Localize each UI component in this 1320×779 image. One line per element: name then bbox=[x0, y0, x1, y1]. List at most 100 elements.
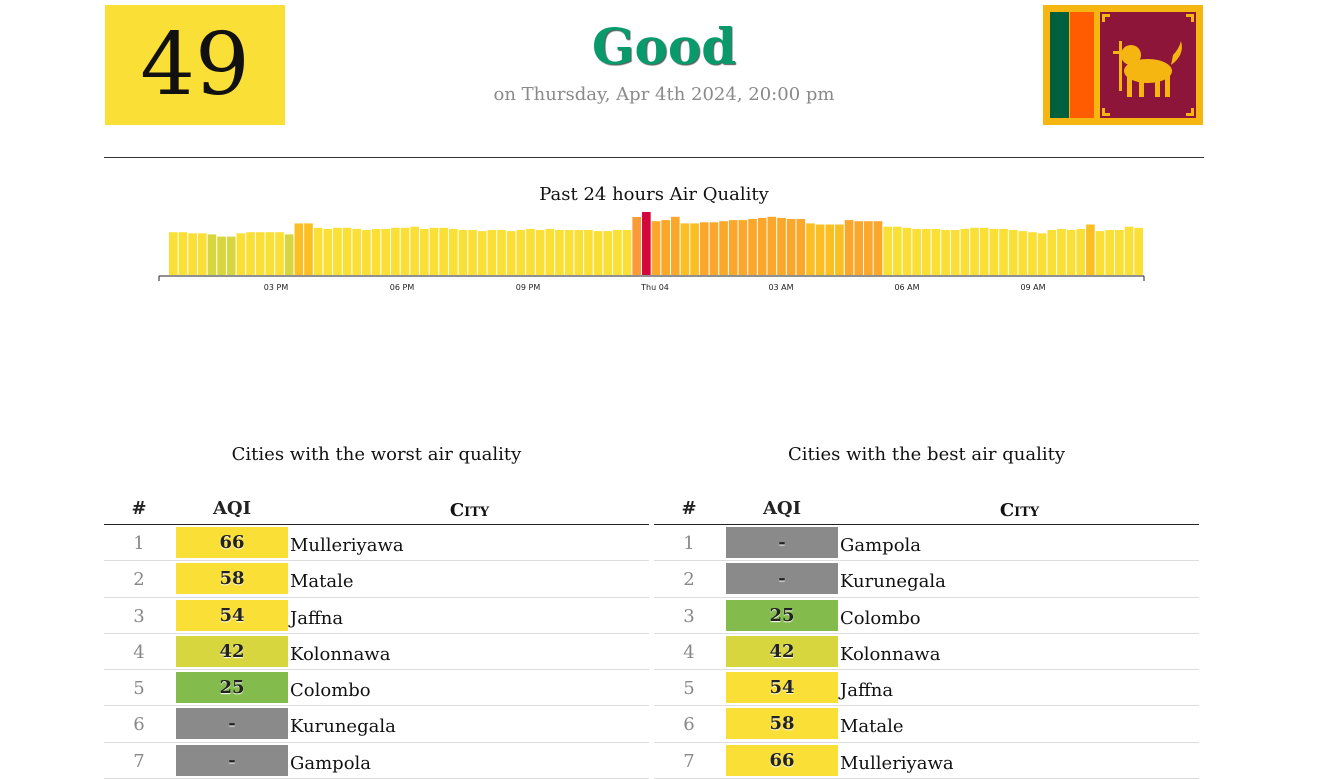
chart-bar[interactable] bbox=[670, 216, 680, 275]
city-link[interactable]: Kurunegala bbox=[840, 571, 946, 593]
chart-bar[interactable] bbox=[1028, 232, 1037, 275]
chart-bar[interactable] bbox=[255, 232, 265, 275]
chart-bar[interactable] bbox=[429, 227, 439, 275]
chart-bar[interactable] bbox=[999, 228, 1008, 275]
chart-bar[interactable] bbox=[236, 233, 246, 275]
chart-bar[interactable] bbox=[912, 228, 921, 275]
table-row[interactable]: 7 - Gampola bbox=[104, 743, 649, 779]
chart-bar[interactable] bbox=[400, 227, 410, 275]
chart-bar[interactable] bbox=[1134, 227, 1143, 275]
chart-bar[interactable] bbox=[941, 230, 950, 275]
chart-bar[interactable] bbox=[931, 228, 941, 275]
chart-bar[interactable] bbox=[265, 232, 275, 275]
city-link[interactable]: Kolonnawa bbox=[840, 643, 941, 665]
chart-bar[interactable] bbox=[468, 230, 477, 275]
table-row[interactable]: 5 25 Colombo bbox=[104, 670, 649, 707]
table-row[interactable]: 3 25 Colombo bbox=[654, 598, 1199, 634]
chart-bar[interactable] bbox=[333, 227, 342, 275]
chart-bar[interactable] bbox=[246, 232, 255, 275]
chart-bar[interactable] bbox=[796, 219, 806, 275]
chart-bar[interactable] bbox=[883, 226, 893, 275]
chart-bar[interactable] bbox=[294, 223, 304, 275]
chart-bar[interactable] bbox=[738, 220, 748, 275]
chart-bar[interactable] bbox=[371, 228, 381, 275]
chart-bar[interactable] bbox=[680, 223, 690, 275]
chart-bar[interactable] bbox=[477, 231, 487, 275]
chart-bar[interactable] bbox=[719, 221, 728, 275]
chart-bar[interactable] bbox=[226, 236, 236, 275]
chart-bar[interactable] bbox=[748, 219, 757, 275]
chart-bar[interactable] bbox=[555, 230, 564, 275]
chart-bar[interactable] bbox=[169, 232, 178, 275]
chart-bar[interactable] bbox=[584, 230, 593, 275]
chart-bar[interactable] bbox=[178, 232, 188, 275]
city-link[interactable]: Kolonnawa bbox=[290, 643, 391, 665]
city-link[interactable]: Gampola bbox=[290, 752, 372, 774]
chart-bar[interactable] bbox=[497, 230, 506, 275]
chart-bar[interactable] bbox=[284, 234, 294, 275]
table-row[interactable]: 5 54 Jaffna bbox=[654, 670, 1199, 707]
chart-bar[interactable] bbox=[516, 230, 526, 275]
chart-bar[interactable] bbox=[313, 227, 323, 275]
chart-bar[interactable] bbox=[352, 228, 362, 275]
chart-bar[interactable] bbox=[574, 230, 584, 275]
chart-bar[interactable] bbox=[699, 222, 709, 275]
table-row[interactable]: 4 42 Kolonnawa bbox=[654, 634, 1199, 671]
chart-bar[interactable] bbox=[777, 217, 786, 275]
chart-bar[interactable] bbox=[1057, 228, 1066, 275]
table-row[interactable]: 7 66 Mulleriyawa bbox=[654, 743, 1199, 779]
city-link[interactable]: Matale bbox=[290, 571, 354, 593]
chart-bar[interactable] bbox=[1095, 231, 1105, 275]
chart-bar[interactable] bbox=[593, 231, 603, 275]
chart-bar[interactable] bbox=[873, 221, 883, 275]
chart-bar[interactable] bbox=[864, 221, 873, 275]
chart-bar[interactable] bbox=[419, 228, 429, 275]
chart-bar[interactable] bbox=[854, 221, 864, 275]
table-row[interactable]: 2 - Kurunegala bbox=[654, 561, 1199, 598]
chart-bar[interactable] bbox=[979, 227, 989, 275]
chart-bar[interactable] bbox=[921, 228, 931, 275]
chart-bar[interactable] bbox=[535, 230, 545, 275]
city-link[interactable]: Colombo bbox=[290, 680, 371, 702]
chart-bar[interactable] bbox=[1066, 230, 1076, 275]
table-row[interactable]: 2 58 Matale bbox=[104, 561, 649, 598]
chart-bar[interactable] bbox=[835, 224, 844, 276]
city-link[interactable]: Matale bbox=[840, 716, 904, 738]
chart-bar[interactable] bbox=[989, 228, 999, 275]
chart-bar[interactable] bbox=[642, 212, 651, 275]
chart-bar[interactable] bbox=[391, 227, 400, 275]
chart-bar[interactable] bbox=[526, 228, 535, 275]
chart-bar[interactable] bbox=[970, 227, 979, 275]
chart-bar[interactable] bbox=[786, 219, 796, 275]
chart-bar[interactable] bbox=[1086, 224, 1095, 276]
city-link[interactable]: Jaffna bbox=[290, 607, 344, 629]
city-link[interactable]: Colombo bbox=[840, 607, 921, 629]
chart-bar[interactable] bbox=[709, 222, 719, 275]
chart-bar[interactable] bbox=[545, 228, 555, 275]
chart-bar[interactable] bbox=[950, 230, 960, 275]
chart-bar[interactable] bbox=[275, 232, 284, 275]
chart-bar[interactable] bbox=[1076, 228, 1086, 275]
chart-bar[interactable] bbox=[728, 220, 738, 275]
chart-bar[interactable] bbox=[304, 223, 313, 275]
chart-bar[interactable] bbox=[506, 231, 516, 275]
chart-bar[interactable] bbox=[1124, 226, 1134, 275]
chart-bar[interactable] bbox=[448, 228, 458, 275]
chart-bar[interactable] bbox=[381, 228, 391, 275]
chart-bar[interactable] bbox=[342, 227, 352, 275]
chart-bar[interactable] bbox=[439, 227, 448, 275]
city-link[interactable]: Mulleriyawa bbox=[290, 535, 404, 556]
chart-bar[interactable] bbox=[844, 220, 854, 275]
table-row[interactable]: 3 54 Jaffna bbox=[104, 598, 649, 634]
chart-bar[interactable] bbox=[603, 231, 613, 275]
chart-bar[interactable] bbox=[613, 230, 622, 275]
chart-bar[interactable] bbox=[188, 233, 197, 275]
chart-bar[interactable] bbox=[806, 223, 815, 275]
chart-bar[interactable] bbox=[487, 230, 497, 275]
chart-bar[interactable] bbox=[893, 226, 902, 275]
chart-bar[interactable] bbox=[902, 227, 912, 275]
chart-bar[interactable] bbox=[651, 221, 661, 275]
city-link[interactable]: Kurunegala bbox=[290, 716, 396, 738]
table-row[interactable]: 1 - Gampola bbox=[654, 525, 1199, 562]
table-row[interactable]: 4 42 Kolonnawa bbox=[104, 634, 649, 671]
